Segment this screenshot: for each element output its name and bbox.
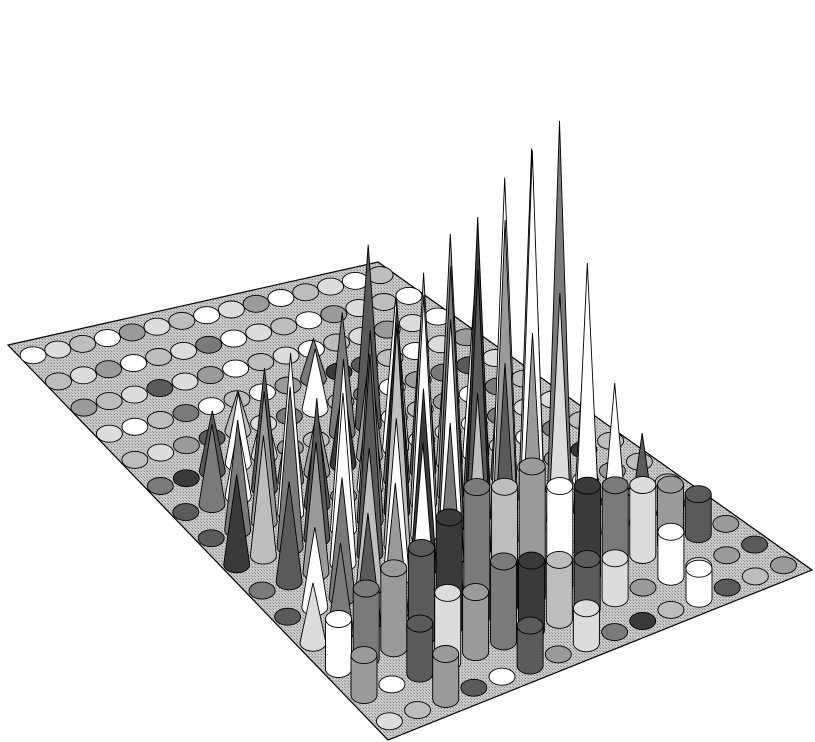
disc-glyph: [657, 600, 685, 619]
disc-glyph: [713, 578, 741, 597]
cylinder-glyph: [684, 485, 712, 544]
cone-glyph: [249, 435, 277, 565]
disc-glyph: [247, 353, 275, 372]
disc-glyph: [145, 348, 173, 366]
disc-glyph: [120, 354, 148, 373]
cylinder-glyph: [350, 646, 378, 705]
disc-glyph: [93, 329, 121, 348]
disc-glyph: [172, 503, 200, 522]
disc-glyph: [171, 372, 199, 391]
disc-glyph: [196, 366, 224, 385]
disc-glyph: [488, 667, 516, 686]
disc-glyph: [741, 567, 769, 586]
disc-glyph: [629, 612, 657, 630]
disc-glyph: [370, 293, 398, 311]
cylinder-glyph: [629, 476, 657, 564]
disc-glyph: [378, 675, 406, 694]
disc-glyph: [95, 392, 123, 411]
disc-glyph: [121, 417, 149, 436]
disc-glyph: [168, 311, 196, 330]
cylinder-glyph: [545, 550, 573, 629]
cylinder-glyph: [657, 522, 685, 586]
cylinder-glyph: [572, 599, 600, 653]
disc-glyph: [146, 379, 174, 398]
disc-glyph: [222, 359, 250, 378]
disc-glyph: [242, 294, 270, 313]
cylinder-glyph: [325, 610, 352, 678]
disc-glyph: [70, 398, 98, 417]
cylinder-glyph: [406, 614, 434, 683]
disc-glyph: [197, 397, 225, 416]
disc-glyph: [292, 283, 320, 302]
disc-glyph: [629, 578, 657, 597]
disc-glyph: [44, 340, 72, 359]
disc-glyph: [95, 360, 123, 379]
disc-glyph: [146, 411, 174, 429]
disc-glyph: [245, 323, 273, 342]
disc-glyph: [172, 436, 200, 455]
disc-glyph: [404, 701, 432, 720]
disc-glyph: [770, 556, 797, 575]
disc-glyph: [170, 341, 198, 360]
disc-glyph: [172, 404, 200, 423]
disc-glyph: [146, 477, 174, 495]
disc-glyph: [341, 271, 369, 290]
disc-glyph: [217, 300, 245, 319]
disc-glyph: [248, 581, 276, 600]
disc-glyph: [601, 623, 629, 642]
cone-glyph: [275, 481, 303, 591]
cylinder-glyph: [490, 552, 517, 651]
disc-glyph: [147, 443, 175, 462]
cylinder-glyph: [432, 645, 460, 708]
disc-glyph: [121, 450, 149, 469]
disc-glyph: [460, 678, 488, 697]
disc-glyph: [195, 335, 223, 354]
disc-glyph: [121, 385, 148, 404]
disc-glyph: [544, 645, 572, 664]
disc-glyph: [395, 286, 423, 305]
cylinder-glyph: [462, 583, 490, 662]
disc-glyph: [70, 366, 97, 385]
cone-glyph: [223, 474, 251, 574]
disc-glyph: [267, 289, 295, 307]
disc-glyph: [45, 372, 72, 391]
disc-glyph: [69, 334, 97, 353]
cone-glyph: [198, 424, 226, 514]
disc-glyph: [295, 311, 323, 330]
disc-glyph: [375, 712, 403, 731]
cylinder-glyph: [601, 549, 629, 608]
cylinder-glyph: [516, 616, 544, 675]
disc-glyph: [712, 514, 740, 533]
disc-glyph: [95, 424, 123, 443]
disc-glyph: [274, 607, 302, 626]
disc-glyph: [172, 469, 200, 488]
cylinder-glyph: [685, 559, 713, 608]
disc-glyph: [741, 535, 769, 554]
disc-glyph: [713, 546, 741, 565]
disc-glyph: [197, 529, 225, 548]
cylinder-glyph: [380, 559, 408, 658]
disc-glyph: [220, 329, 248, 348]
glyph-layer: [19, 120, 797, 731]
disc-glyph: [143, 317, 171, 336]
disc-glyph: [118, 323, 146, 342]
disc-glyph: [270, 317, 298, 336]
disc-glyph: [19, 346, 47, 365]
disc-glyph: [193, 306, 221, 325]
disc-glyph: [317, 277, 344, 296]
disc-glyph: [320, 305, 348, 324]
disc-glyph: [272, 346, 300, 365]
